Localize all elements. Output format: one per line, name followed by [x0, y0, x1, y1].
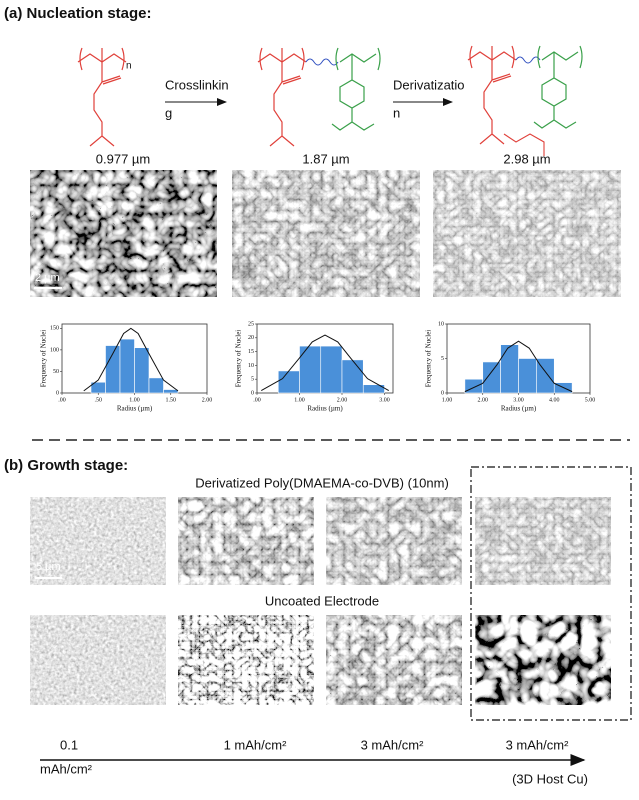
y-tick-label: 10	[248, 363, 254, 369]
x-tick-label: 5.00	[585, 397, 596, 403]
bar	[163, 389, 179, 394]
capacity-label: 1 mAh/cm²	[224, 737, 288, 752]
y-tick-label: 10	[438, 321, 444, 327]
x-axis-label: Radius (µm)	[501, 405, 537, 413]
sem-image	[326, 615, 462, 705]
thickness: 0.977 µm	[96, 151, 150, 166]
y-axis-label: Frequency of Nuclei	[425, 330, 433, 388]
repeat-unit: n	[126, 61, 132, 72]
polymer-structure	[467, 45, 517, 145]
sem-image	[178, 615, 314, 705]
sem-image	[326, 497, 462, 585]
row-label: Derivatized Poly(DMAEMA-co-DVB) (10nm)	[195, 475, 449, 490]
bar	[320, 345, 343, 394]
polymer-structure	[77, 47, 127, 147]
capacity-label: 3 mAh/cm²	[506, 737, 570, 752]
bar	[341, 359, 364, 394]
x-tick-label: 2.00	[478, 397, 489, 403]
bar	[464, 378, 484, 394]
y-tick-label: 25	[248, 321, 254, 327]
x-tick-label: 4.00	[549, 397, 560, 403]
scale-label: 2 µm	[35, 272, 60, 284]
x-tick-label: .00	[253, 397, 261, 403]
polymer-structure	[257, 47, 307, 147]
x-tick-label: 2.00	[202, 397, 213, 403]
x-tick-label: 1.00	[129, 397, 140, 403]
fit-curve	[83, 327, 179, 392]
x-tick-label: 1.00	[294, 397, 305, 403]
sem-image	[30, 170, 217, 297]
bar	[148, 377, 164, 394]
thickness: 1.87 µm	[302, 151, 349, 166]
x-axis-label: Radius (µm)	[117, 405, 153, 413]
arrow-label: Crosslinkin	[165, 77, 229, 92]
capacity-label: mAh/cm²	[40, 761, 93, 776]
bar	[299, 345, 322, 394]
polymer-structure	[533, 45, 583, 129]
crosslink	[515, 56, 541, 64]
y-tick-label: 0	[56, 390, 59, 396]
x-tick-label: 2.00	[337, 397, 348, 403]
arrow-label: Derivatizatio	[393, 77, 465, 92]
x-axis-label: Radius (µm)	[307, 405, 343, 413]
section-title: (b) Growth stage:	[4, 457, 128, 474]
bar	[482, 361, 501, 394]
thickness: 2.98 µm	[503, 151, 550, 166]
x-tick-label: 1.00	[442, 397, 453, 403]
y-tick-label: 100	[50, 347, 59, 353]
y-tick-label: 150	[50, 326, 59, 332]
sem-image	[178, 497, 314, 585]
sem-image	[30, 615, 166, 705]
y-tick-label: 0	[251, 390, 254, 396]
fit-curve	[261, 334, 389, 391]
bar	[518, 358, 537, 394]
sem-image	[475, 497, 611, 585]
fit-curve	[464, 340, 573, 393]
y-tick-label: 50	[53, 369, 59, 375]
x-tick-label: .00	[58, 397, 66, 403]
sem-image	[475, 615, 611, 705]
bar	[134, 347, 150, 394]
y-axis-label: Frequency of Nuclei	[40, 330, 48, 388]
y-axis-label: Frequency of Nuclei	[235, 330, 243, 388]
x-tick-label: .50	[95, 397, 103, 403]
y-tick-label: 20	[248, 335, 254, 341]
bar	[500, 344, 519, 394]
y-tick-label: 5	[251, 377, 254, 383]
row-label: Uncoated Electrode	[265, 593, 379, 608]
section-title: (a) Nucleation stage:	[4, 5, 152, 22]
capacity-label: (3D Host Cu)	[512, 771, 588, 786]
sulfonate	[503, 133, 545, 156]
x-tick-label: 1.50	[166, 397, 177, 403]
y-tick-label: 0	[441, 390, 444, 396]
sem-image	[232, 170, 420, 297]
capacity-label: 0.1	[60, 737, 78, 752]
bar	[277, 370, 300, 394]
bar	[362, 384, 385, 394]
crosslink	[305, 58, 339, 66]
scale-label: 5 µm	[36, 561, 61, 573]
sem-image	[30, 497, 166, 585]
bar	[536, 358, 555, 394]
bar	[105, 345, 121, 394]
polymer-structure	[331, 47, 381, 131]
x-tick-label: 3.00	[379, 397, 390, 403]
arrow-label: n	[393, 105, 400, 120]
highlight-box	[470, 466, 632, 721]
bar	[119, 338, 135, 394]
y-tick-label: 15	[248, 349, 254, 355]
capacity-label: 3 mAh/cm²	[361, 737, 425, 752]
y-tick-label: 5	[441, 356, 444, 362]
arrow-label: g	[165, 105, 172, 120]
x-tick-label: 3.00	[513, 397, 524, 403]
sem-image	[433, 170, 621, 297]
